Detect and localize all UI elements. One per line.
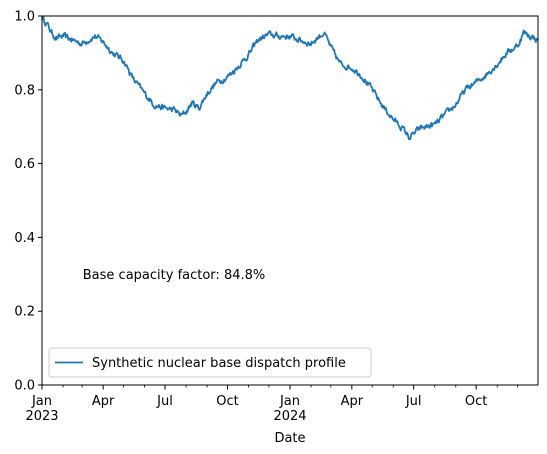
- plot-area: [41, 15, 539, 141]
- x-tick-label: Jan: [279, 394, 300, 409]
- x-tick-label: Jul: [156, 394, 173, 409]
- x-tick-year-label: 2023: [25, 409, 58, 424]
- y-tick-label: 0.8: [14, 83, 35, 98]
- x-tick-label: Apr: [92, 394, 115, 409]
- x-tick-label: Apr: [341, 394, 364, 409]
- annotation-text: Base capacity factor: 84.8%: [83, 268, 265, 283]
- y-tick-label: 1.0: [14, 10, 35, 25]
- y-tick-label: 0.2: [14, 305, 35, 320]
- annotation: Base capacity factor: 84.8%: [83, 268, 265, 283]
- legend-box: [48, 347, 372, 378]
- x-tick-label: Jan: [31, 394, 52, 409]
- x-tick-label: Oct: [216, 394, 238, 409]
- y-tick-label: 0.0: [14, 379, 35, 394]
- y-tick-label: 0.6: [14, 157, 35, 172]
- x-axis-title: Date: [274, 431, 305, 446]
- series-line: [41, 15, 539, 141]
- legend: Synthetic nuclear base dispatch profile: [48, 347, 372, 378]
- x-tick-label: Jul: [405, 394, 422, 409]
- x-tick-year-label: 2024: [273, 409, 306, 424]
- x-tick-label: Oct: [465, 394, 487, 409]
- legend-label: Synthetic nuclear base dispatch profile: [92, 356, 346, 371]
- y-tick-label: 0.4: [14, 231, 35, 246]
